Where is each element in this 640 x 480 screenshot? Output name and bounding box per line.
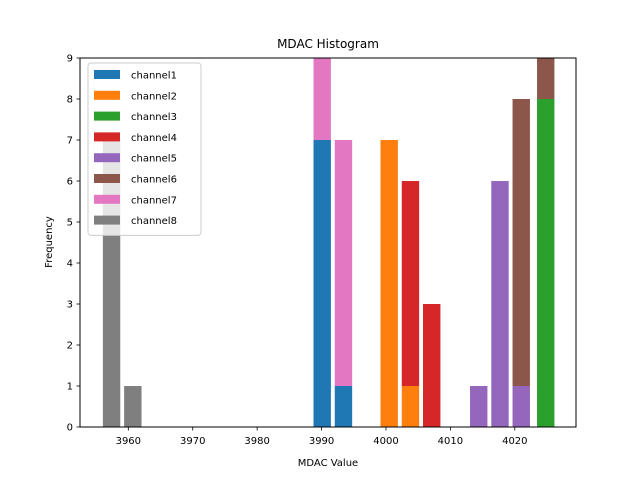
channel6-bar-2 bbox=[537, 58, 555, 99]
legend-swatch-channel4 bbox=[94, 132, 120, 142]
y-tick-label: 3 bbox=[67, 300, 73, 311]
legend-label-channel7: channel7 bbox=[131, 195, 177, 206]
x-tick-label: 4000 bbox=[373, 436, 398, 447]
legend-swatch-channel1 bbox=[94, 70, 120, 79]
legend: channel1 channel2 channel3 channel4 channel5… bbox=[87, 62, 202, 236]
bars-layer bbox=[102, 58, 555, 427]
legend-label-channel5: channel5 bbox=[131, 154, 177, 165]
channel4-bar-2 bbox=[423, 304, 441, 427]
y-tick-label: 8 bbox=[67, 95, 73, 106]
y-axis-title: Frequency bbox=[44, 216, 55, 268]
channel5-bar-2 bbox=[491, 181, 509, 427]
y-tick-label: 6 bbox=[67, 177, 73, 188]
ticks-layer: 3960 3970 3980 3990 4000 4010 4020 0 1 2 3 4 5 6 7 8 9 bbox=[67, 54, 528, 448]
y-tick-label: 5 bbox=[67, 218, 73, 229]
channel1-bar-1 bbox=[313, 140, 331, 427]
x-tick-label: 3960 bbox=[116, 436, 141, 447]
x-tick-label: 3980 bbox=[244, 436, 269, 447]
channel7-bar-2 bbox=[334, 140, 353, 386]
legend-label-channel2: channel2 bbox=[131, 91, 177, 102]
x-tick-label: 4010 bbox=[438, 436, 463, 447]
legend-label-channel1: channel1 bbox=[131, 71, 177, 82]
legend-swatch-channel2 bbox=[94, 90, 120, 100]
channel3-bar-1 bbox=[537, 99, 555, 427]
y-tick-label: 9 bbox=[67, 54, 73, 65]
legend-box bbox=[87, 62, 202, 236]
chart-title: MDAC Histogram bbox=[277, 37, 379, 51]
channel1-bar-2 bbox=[334, 386, 353, 427]
channel5-bar-1 bbox=[470, 386, 488, 427]
x-tick-label: 3970 bbox=[180, 436, 205, 447]
y-tick-label: 0 bbox=[67, 423, 73, 434]
y-tick-label: 7 bbox=[67, 136, 73, 147]
legend-label-channel6: channel6 bbox=[131, 175, 177, 186]
legend-swatch-channel3 bbox=[94, 111, 120, 121]
legend-swatch-channel6 bbox=[94, 174, 120, 183]
legend-swatch-channel5 bbox=[94, 153, 120, 163]
x-tick-label: 3990 bbox=[309, 436, 334, 447]
x-axis-title: MDAC Value bbox=[298, 458, 358, 469]
legend-label-channel8: channel8 bbox=[131, 216, 177, 227]
legend-label-channel3: channel3 bbox=[131, 112, 177, 123]
y-tick-label: 1 bbox=[67, 382, 73, 393]
channel5-bar-3 bbox=[512, 386, 530, 427]
channel7-bar-1 bbox=[313, 58, 331, 140]
channel6-bar-1 bbox=[512, 99, 530, 386]
channel2-bar-1 bbox=[380, 140, 398, 427]
y-tick-label: 4 bbox=[67, 259, 73, 270]
x-tick-label: 4020 bbox=[502, 436, 527, 447]
y-tick-label: 2 bbox=[67, 341, 73, 352]
channel8-bar-2 bbox=[124, 386, 142, 427]
legend-label-channel4: channel4 bbox=[131, 133, 177, 144]
legend-swatch-channel7 bbox=[94, 194, 120, 204]
channel2-bar-2 bbox=[401, 386, 420, 427]
channel4-bar-1 bbox=[401, 181, 420, 386]
plot-frame bbox=[79, 57, 577, 428]
legend-swatch-channel8 bbox=[94, 215, 120, 225]
